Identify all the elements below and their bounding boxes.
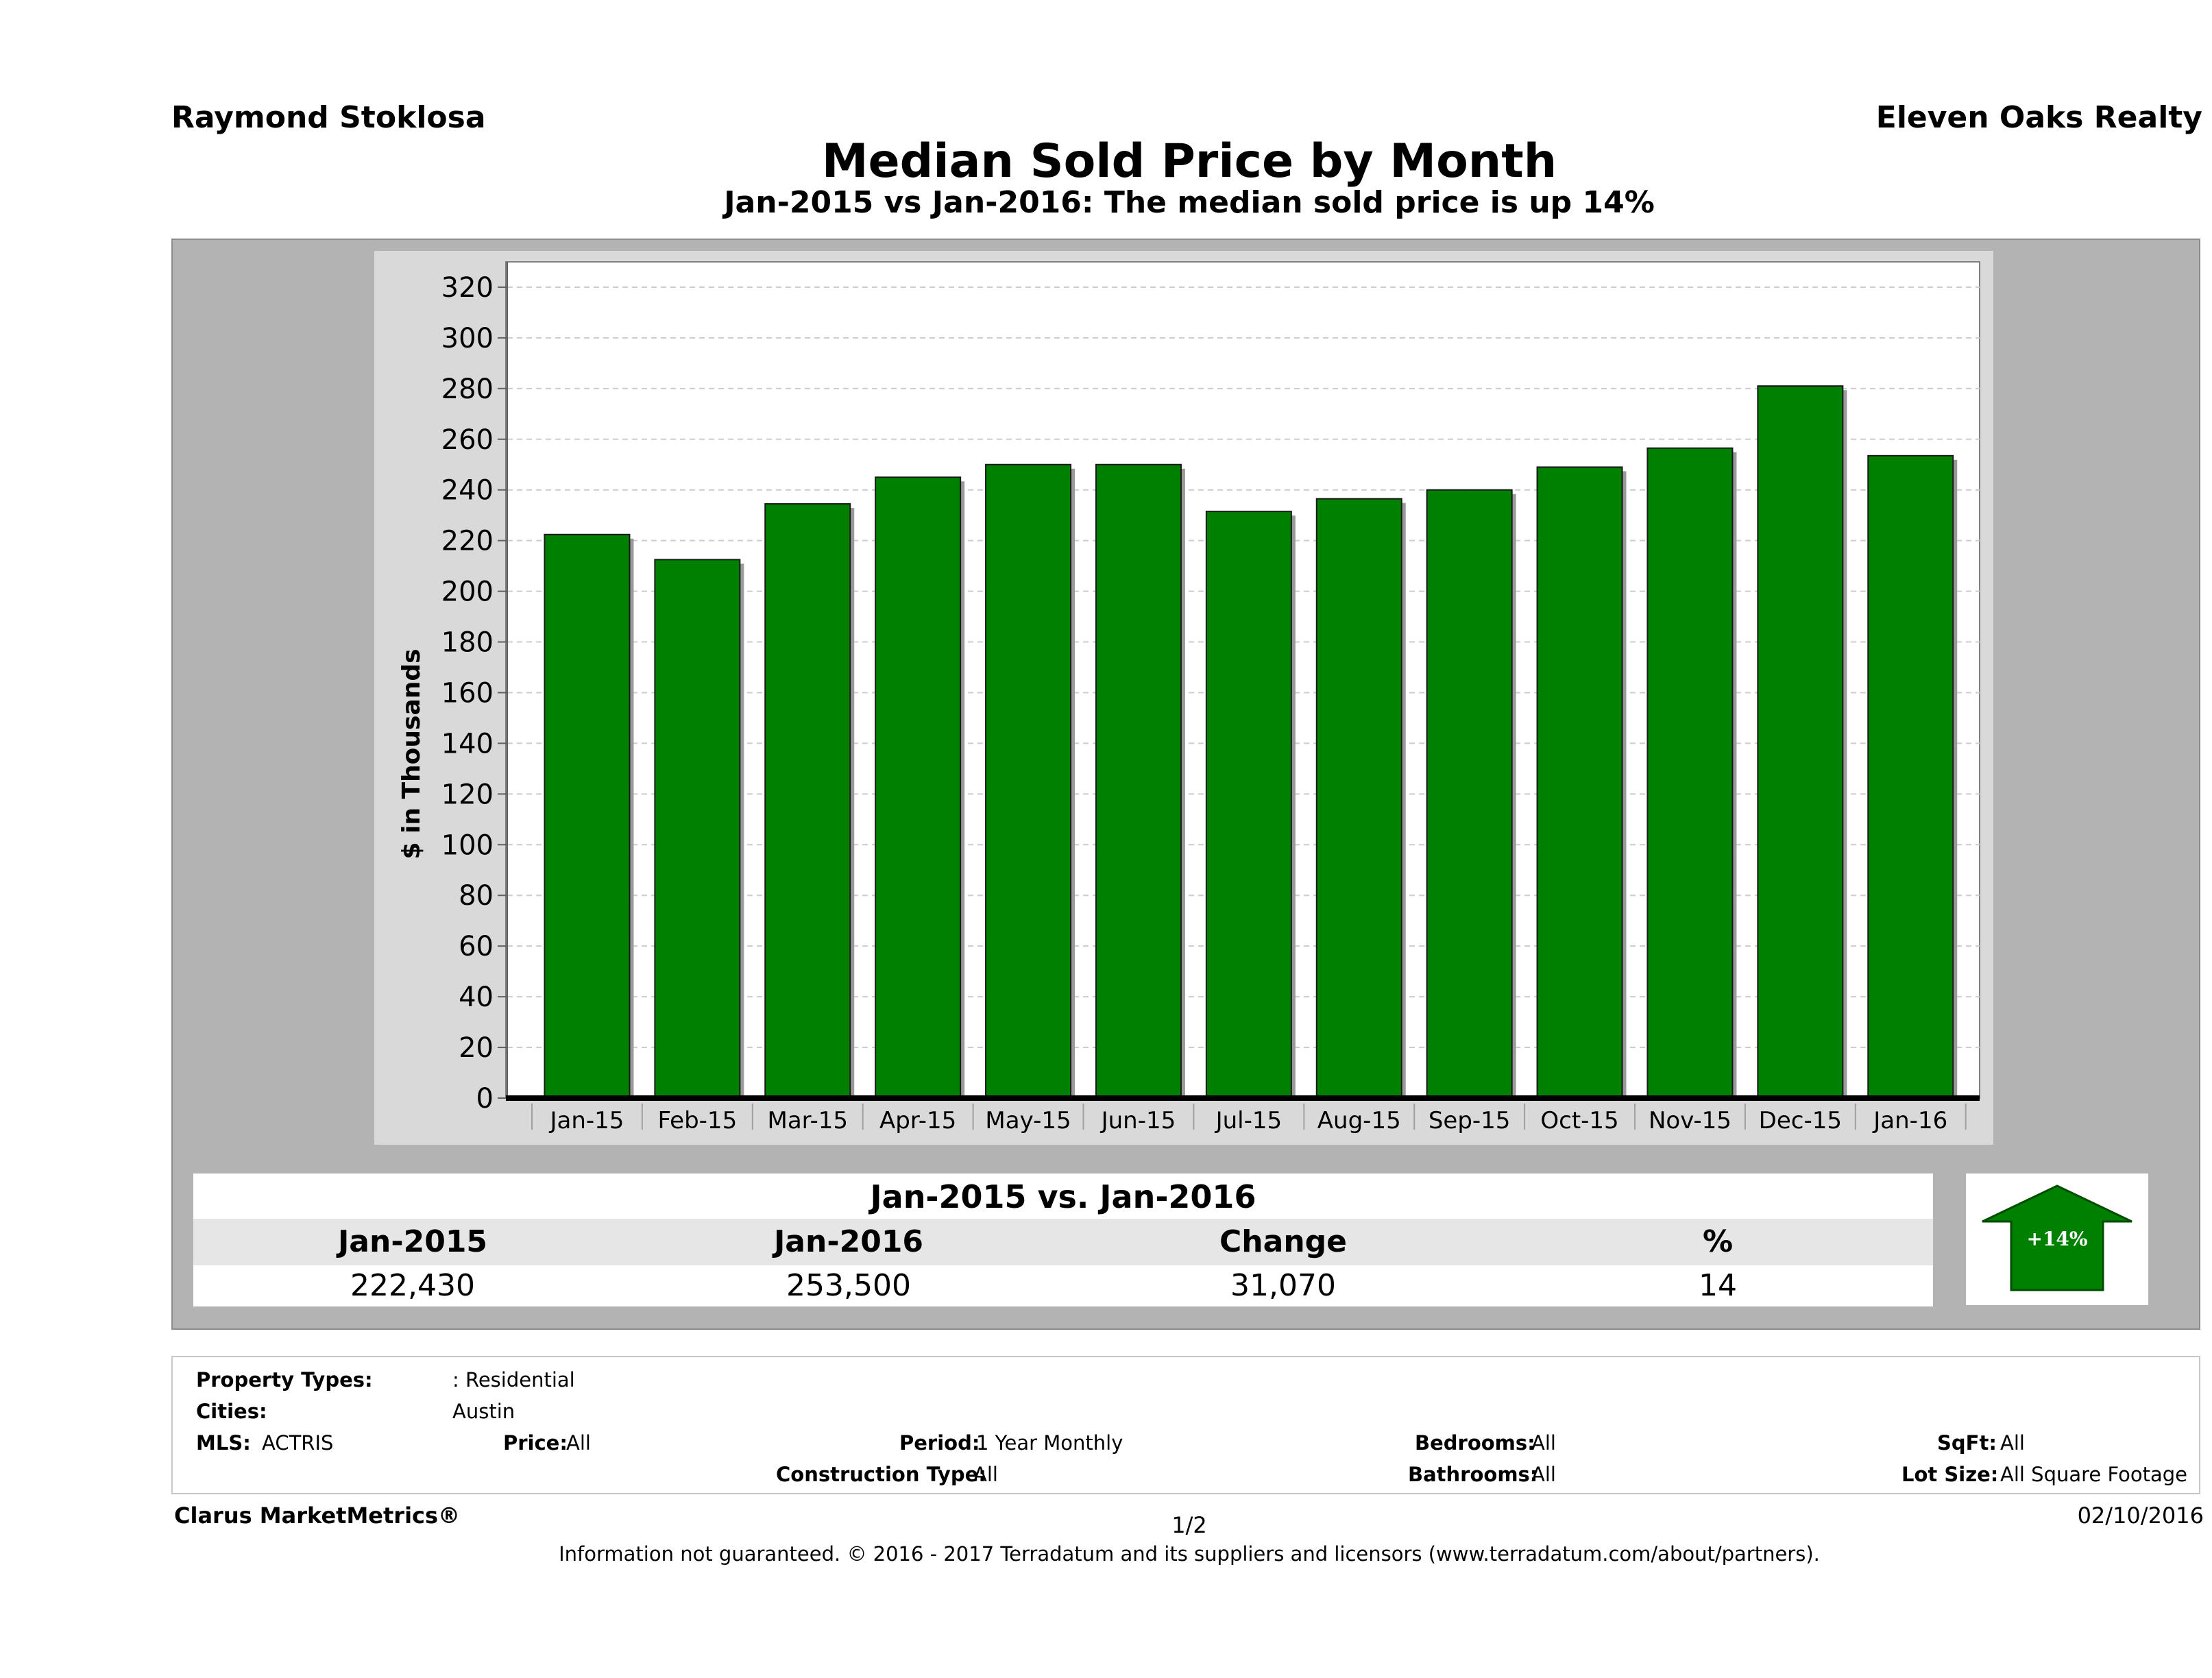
bar — [1315, 498, 1402, 1099]
criteria-price-label: Price: — [503, 1431, 568, 1455]
criteria-cities-label: Cities: — [196, 1400, 267, 1423]
chart-bars — [544, 385, 1958, 1099]
y-tick-label: 240 — [441, 475, 494, 507]
y-tick-label: 180 — [441, 627, 494, 659]
x-tick-label: Nov-15 — [1649, 1107, 1731, 1134]
y-tick-label: 100 — [441, 829, 494, 861]
chart-grid — [507, 286, 1980, 1049]
column-label-change: Change — [1219, 1224, 1347, 1259]
criteria-cities-value: Austin — [452, 1400, 515, 1423]
criteria-bathrooms-label: Bathrooms: — [1408, 1463, 1538, 1486]
company-name: Eleven Oaks Realty — [1875, 100, 2202, 135]
x-tick-label: Feb-15 — [657, 1107, 737, 1134]
change-badge: +14% — [1966, 1174, 2148, 1305]
y-tick-label: 160 — [441, 677, 494, 709]
comparison-values-row — [193, 1265, 1933, 1306]
x-tick-label: Sep-15 — [1429, 1107, 1511, 1134]
report-subtitle: Jan-2015 vs Jan-2016: The median sold pr… — [724, 185, 1655, 220]
x-tick-label: Jan-16 — [1872, 1107, 1947, 1134]
x-tick-label: Aug-15 — [1317, 1107, 1401, 1134]
criteria-period-label: Period: — [899, 1431, 980, 1455]
value-jan-2015: 222,430 — [350, 1268, 475, 1303]
y-tick-label: 60 — [459, 931, 494, 962]
x-tick-label: Jul-15 — [1215, 1107, 1283, 1134]
x-tick-label: Dec-15 — [1759, 1107, 1842, 1134]
column-label-jan-2016: Jan-2016 — [773, 1224, 924, 1259]
report-title: Median Sold Price by Month — [821, 134, 1557, 189]
x-tick-label: Jun-15 — [1100, 1107, 1176, 1134]
footer-brand: Clarus MarketMetrics® — [174, 1503, 461, 1529]
y-tick-label: 40 — [459, 982, 494, 1013]
y-axis: 0 20 40 60 80 100 120 140 160 180 200 220 240 260 280 3… — [441, 262, 508, 1115]
criteria-bedrooms-value: All — [1531, 1431, 1556, 1455]
bar — [875, 476, 962, 1099]
value-percent: 14 — [1699, 1268, 1737, 1303]
criteria-construction-label: Construction Type: — [776, 1463, 986, 1486]
criteria-bathrooms-value: All — [1531, 1463, 1556, 1486]
criteria-period-value: 1 Year Monthly — [976, 1431, 1123, 1455]
disclaimer: Information not guaranteed. © 2016 - 201… — [559, 1542, 1820, 1566]
bar — [1867, 454, 1954, 1099]
change-badge-label: +14% — [2026, 1228, 2087, 1250]
y-tick-label: 80 — [459, 880, 494, 912]
bar — [1205, 511, 1292, 1099]
bar — [1426, 489, 1513, 1099]
report-date: 02/10/2016 — [2077, 1503, 2204, 1529]
y-axis-label: $ in Thousands — [398, 648, 426, 859]
y-tick-label: 140 — [441, 728, 494, 759]
y-tick-label: 0 — [476, 1083, 494, 1115]
bar — [764, 503, 851, 1099]
x-axis: Jan-15 Feb-15 Mar-15 Apr-15 May-15 Jun-15 Jul-… — [506, 1095, 1980, 1134]
value-change: 31,070 — [1230, 1268, 1336, 1303]
criteria-mls-value: ACTRIS — [262, 1431, 334, 1455]
criteria-sqft-label: SqFt: — [1937, 1431, 1997, 1455]
agent-name: Raymond Stoklosa — [171, 100, 486, 135]
bar — [1095, 463, 1182, 1099]
column-label-jan-2015: Jan-2015 — [337, 1224, 488, 1259]
criteria-lot-size-label: Lot Size: — [1901, 1463, 1999, 1486]
value-jan-2016: 253,500 — [786, 1268, 911, 1303]
y-tick-label: 260 — [441, 424, 494, 456]
criteria-construction-value: All — [973, 1463, 998, 1486]
criteria-lot-size-value: All Square Footage — [2000, 1463, 2188, 1486]
criteria-property-types-label: Property Types: — [196, 1368, 373, 1391]
comparison-heading: Jan-2015 vs. Jan-2016 — [193, 1174, 1933, 1219]
y-tick-label: 120 — [441, 779, 494, 810]
up-arrow-icon: +14% — [1982, 1184, 2132, 1291]
page-number: 1/2 — [1171, 1512, 1207, 1538]
criteria-bedrooms-label: Bedrooms: — [1415, 1431, 1535, 1455]
y-tick-label: 20 — [459, 1032, 494, 1064]
bar — [1536, 466, 1623, 1099]
bar — [544, 533, 631, 1099]
y-tick-label: 200 — [441, 576, 494, 608]
x-tick-label: Mar-15 — [767, 1107, 848, 1134]
bar — [1646, 447, 1734, 1099]
x-tick-label: Oct-15 — [1540, 1107, 1618, 1134]
column-label-percent: % — [1702, 1224, 1734, 1259]
search-criteria — [171, 1356, 2200, 1494]
criteria-price-value: All — [566, 1431, 591, 1455]
y-tick-label: 320 — [441, 272, 494, 304]
y-tick-label: 280 — [441, 374, 494, 405]
y-tick-label: 300 — [441, 323, 494, 354]
x-tick-label: Apr-15 — [879, 1107, 956, 1134]
bar — [985, 463, 1072, 1099]
x-tick-label: May-15 — [985, 1107, 1071, 1134]
bar — [654, 559, 741, 1099]
y-tick-label: 220 — [441, 526, 494, 557]
x-tick-label: Jan-15 — [548, 1107, 624, 1134]
criteria-mls-label: MLS: — [196, 1431, 251, 1455]
bar-chart: 0 20 40 60 80 100 120 140 160 180 200 220 240 260 280 3… — [398, 261, 1980, 1134]
criteria-property-types-value: : Residential — [452, 1368, 575, 1391]
bar — [1757, 385, 1844, 1099]
criteria-sqft-value: All — [2000, 1431, 2025, 1455]
